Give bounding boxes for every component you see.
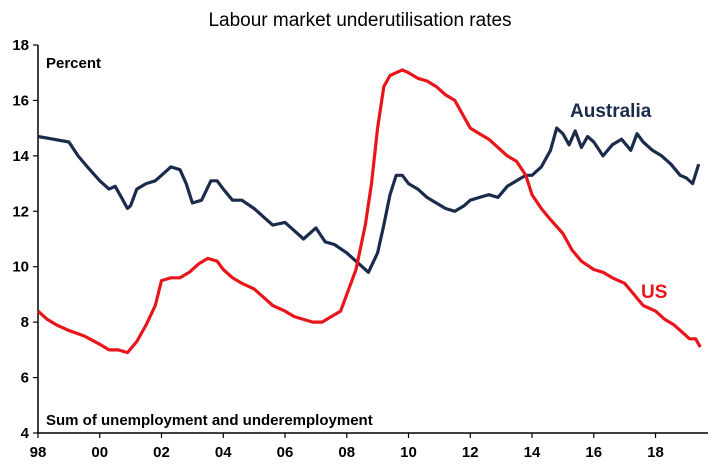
y-tick-label: 14 bbox=[12, 148, 29, 165]
y-tick-label: 16 bbox=[12, 92, 29, 109]
y-axis-ticks: 4 6 8 10 12 14 16 18 bbox=[12, 37, 38, 442]
y-tick-label: 6 bbox=[21, 370, 29, 387]
x-tick-label: 12 bbox=[462, 444, 479, 461]
y-tick-label: 8 bbox=[21, 314, 29, 331]
y-tick-label: 4 bbox=[21, 425, 30, 442]
chart-title: Labour market underutilisation rates bbox=[208, 10, 511, 31]
x-tick-label: 10 bbox=[400, 444, 417, 461]
series-line-us bbox=[36, 68, 702, 355]
series-lines bbox=[36, 68, 702, 355]
series-label-us: US bbox=[641, 282, 667, 303]
x-tick-label: 18 bbox=[647, 444, 664, 461]
x-tick-label: 08 bbox=[338, 444, 355, 461]
x-tick-label: 98 bbox=[30, 444, 47, 461]
x-tick-label: 02 bbox=[153, 444, 170, 461]
y-axis-label: Percent bbox=[46, 55, 101, 72]
x-axis-ticks: 98 00 02 04 06 08 10 12 14 16 18 bbox=[30, 433, 664, 461]
x-tick-label: 04 bbox=[215, 444, 232, 461]
x-tick-label: 14 bbox=[524, 444, 541, 461]
y-tick-label: 18 bbox=[12, 37, 29, 54]
chart-annotation: Sum of unemployment and underemployment bbox=[46, 412, 373, 429]
x-tick-label: 06 bbox=[277, 444, 294, 461]
series-label-australia: Australia bbox=[570, 101, 652, 122]
y-tick-label: 10 bbox=[12, 259, 29, 276]
plot-area: 4 6 8 10 12 14 16 18 98 00 02 04 06 08 10 12 14 16 18 Per… bbox=[12, 37, 708, 461]
y-tick-label: 12 bbox=[12, 203, 29, 220]
x-tick-label: 00 bbox=[91, 444, 108, 461]
x-tick-label: 16 bbox=[585, 444, 602, 461]
series-line-australia bbox=[37, 126, 701, 274]
